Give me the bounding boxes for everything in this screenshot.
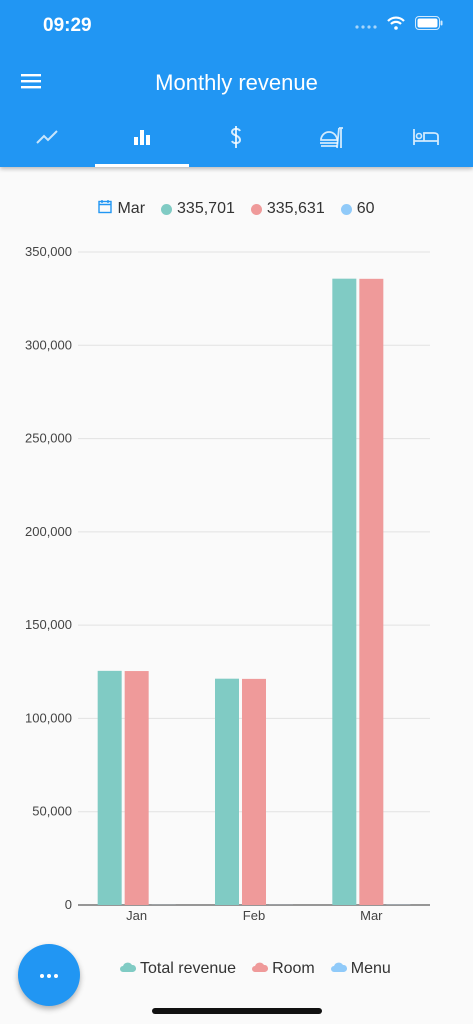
legend-room[interactable]: Room bbox=[252, 960, 315, 978]
tab-room[interactable] bbox=[378, 112, 473, 167]
more-options-button[interactable] bbox=[18, 944, 80, 1006]
chart-legend: Total revenue Room Menu bbox=[120, 960, 391, 978]
dollar-icon bbox=[224, 124, 248, 155]
summary-total: 335,701 bbox=[161, 200, 235, 218]
bar-room-feb bbox=[242, 678, 266, 905]
calendar-icon bbox=[98, 199, 113, 219]
food-service-icon bbox=[317, 124, 345, 155]
revenue-bar-chart: 0 50,000 100,000 150,000 200,000 250,000 300,0… bbox=[25, 244, 430, 923]
tab-trend[interactable] bbox=[0, 112, 95, 167]
legend-menu[interactable]: Menu bbox=[330, 960, 391, 978]
tab-money[interactable] bbox=[189, 112, 284, 167]
menu-dot bbox=[340, 203, 352, 215]
y-tick-label: 200,000 bbox=[25, 524, 72, 539]
battery-icon bbox=[415, 16, 443, 35]
wifi-icon bbox=[387, 16, 405, 35]
summary-month[interactable]: Mar bbox=[98, 199, 145, 219]
toolbar: Monthly revenue bbox=[0, 58, 473, 108]
trending-up-icon bbox=[35, 125, 59, 154]
signal-icon bbox=[355, 17, 377, 35]
page-title: Monthly revenue bbox=[155, 70, 318, 95]
summary-total-value: 335,701 bbox=[177, 200, 235, 217]
y-tick-label: 150,000 bbox=[25, 617, 72, 632]
bar-room-jan bbox=[124, 671, 149, 905]
y-tick-label: 250,000 bbox=[25, 431, 72, 446]
cloud-menu-icon bbox=[330, 960, 347, 978]
app-bar: 09:29 Monthly revenue bbox=[0, 0, 473, 167]
status-time: 09:29 bbox=[43, 15, 92, 36]
legend-menu-label: Menu bbox=[350, 960, 391, 977]
x-tick-label: Jan bbox=[126, 908, 147, 923]
legend-total[interactable]: Total revenue bbox=[120, 960, 236, 978]
tab-bar bbox=[0, 112, 473, 167]
legend-total-label: Total revenue bbox=[140, 960, 237, 977]
cloud-total-icon bbox=[120, 960, 137, 978]
x-tick-label: Feb bbox=[243, 908, 265, 923]
summary-menu-value: 60 bbox=[356, 200, 375, 217]
summary-room-value: 335,631 bbox=[266, 200, 325, 217]
y-tick-label: 100,000 bbox=[25, 710, 72, 725]
tab-bar-chart[interactable] bbox=[94, 112, 190, 167]
bar-chart-icon bbox=[130, 125, 154, 154]
summary-room: 335,631 bbox=[250, 200, 325, 218]
hotel-bed-icon bbox=[412, 125, 440, 154]
summary-row: Mar 335,701 335,631 60 bbox=[0, 199, 473, 219]
bar-total-revenue-feb bbox=[215, 678, 239, 905]
summary-month-label: Mar bbox=[117, 200, 146, 217]
cloud-room-icon bbox=[252, 960, 269, 978]
tab-food[interactable] bbox=[284, 112, 379, 167]
menu-button[interactable] bbox=[19, 71, 45, 95]
hamburger-menu-icon bbox=[21, 72, 43, 95]
legend-room-label: Room bbox=[272, 960, 315, 977]
bar-total-revenue-jan bbox=[97, 670, 122, 905]
y-tick-label: 350,000 bbox=[25, 244, 72, 259]
more-horizontal-icon bbox=[39, 966, 59, 984]
bar-total-revenue-mar bbox=[332, 278, 357, 905]
x-tick-label: Mar bbox=[360, 908, 383, 923]
summary-menu: 60 bbox=[340, 200, 375, 218]
y-tick-label: 300,000 bbox=[25, 337, 72, 352]
bar-room-mar bbox=[359, 278, 384, 905]
status-icons bbox=[355, 16, 443, 35]
y-tick-label: 0 bbox=[65, 897, 72, 912]
home-indicator bbox=[152, 1008, 322, 1014]
y-tick-label: 50,000 bbox=[32, 804, 72, 819]
total-dot bbox=[161, 203, 173, 215]
room-dot bbox=[250, 203, 262, 215]
